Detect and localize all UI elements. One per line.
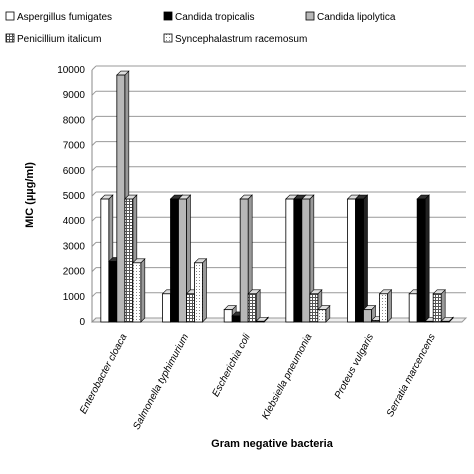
bar-front [309,293,319,323]
bar-front [424,320,434,323]
bar-front [379,293,388,323]
legend-swatch [305,11,315,21]
bar-front [194,262,203,323]
bar [193,258,208,323]
legend-swatch [163,33,173,43]
y-tick-label: 8000 [63,115,86,126]
bar-front [124,198,134,323]
bar-front [116,74,126,323]
bar-front [408,293,418,323]
y-tick-label: 7000 [63,141,86,152]
legend-item: Syncephalastrum racemosum [163,33,307,45]
x-tick-label: Proteus vulgaris [333,332,376,400]
bar-front [223,309,233,323]
gridline-diag [91,267,97,272]
legend-swatch [5,11,15,21]
bar-front [347,198,356,323]
bar-side [440,289,446,323]
legend-item: Aspergillus fumigates [5,11,112,23]
bar-front [162,293,171,323]
legend-label: Syncephalastrum racemosum [175,34,307,45]
bar-front [355,198,364,323]
bar [416,194,430,323]
bar-front [317,309,327,323]
gridline-diag [91,141,97,146]
bar-front [440,320,450,323]
legend-label: Candida lipolytica [317,12,396,23]
bar-side [387,289,392,323]
bar-front [100,198,110,323]
bar-front [186,293,195,323]
y-tick-label: 4000 [63,216,86,227]
bar-front [371,320,380,323]
bar-front [255,320,265,323]
gridline-diag [91,166,97,172]
gridline-diag [91,90,97,96]
bar-front [132,262,142,323]
bar-front [231,315,241,323]
bar-front [293,198,303,323]
legend-item: Candida tropicalis [163,11,255,23]
bar-front [285,198,295,323]
bar-front [301,198,311,323]
gridline-diag [91,65,97,71]
gridline-diag [91,116,97,121]
x-axis-title: Gram negative bacteria [211,438,334,450]
bar [432,289,446,323]
legend-label: Candida tropicalis [175,12,255,23]
bar [440,316,454,323]
bar [255,316,269,323]
bar-front [416,198,426,323]
bar-front [178,198,187,323]
x-tick-label: Enterobacter cloaca [78,332,130,416]
bar [247,289,261,323]
gridline-diag [91,191,97,197]
legend-swatch [5,33,15,43]
y-tick-label: 0 [79,317,85,328]
legend: Aspergillus fumigates Candida tropicalis C… [5,11,396,45]
bar [378,289,393,323]
bar-side [202,258,207,323]
bar-side [140,258,146,323]
y-tick-label: 9000 [63,90,86,101]
legend-label: Aspergillus fumigates [17,12,112,23]
bars [100,70,454,323]
legend-item: Candida lipolytica [305,11,396,23]
y-tick-label: 3000 [63,241,86,252]
y-tick-label: 5000 [63,191,86,202]
y-axis-title: MIC (µµg/ml) [24,162,36,228]
y-tick-label: 1000 [63,292,86,303]
bar-front [363,309,372,323]
bar-front [239,198,249,323]
bar-side [255,289,261,323]
bar-front [170,198,179,323]
y-tick-label: 2000 [63,267,86,278]
bar-front [247,293,257,323]
bar [317,304,331,323]
bar-front [108,261,118,323]
gridline-diag [91,242,97,247]
legend-swatch [163,11,173,21]
bar [132,258,146,323]
bar-front [432,293,442,323]
bar-side [424,194,430,323]
legend-item: Penicillium italicum [5,33,101,45]
x-tick-label: Salmonella typhimurium [131,332,191,431]
gridline-diag [91,216,97,222]
x-tick-label: Serratia marcencens [385,332,438,419]
legend-label: Penicillium italicum [17,34,101,45]
x-tick-label: Escherichia coli [210,332,253,399]
gridline-diag [91,292,97,298]
y-tick-label: 10000 [57,65,85,76]
gridlines [91,65,466,323]
y-tick-label: 6000 [63,166,86,177]
bar-side [363,194,368,323]
x-tick-label: Klebsiella pneumonia [260,332,315,421]
bar [354,194,369,323]
